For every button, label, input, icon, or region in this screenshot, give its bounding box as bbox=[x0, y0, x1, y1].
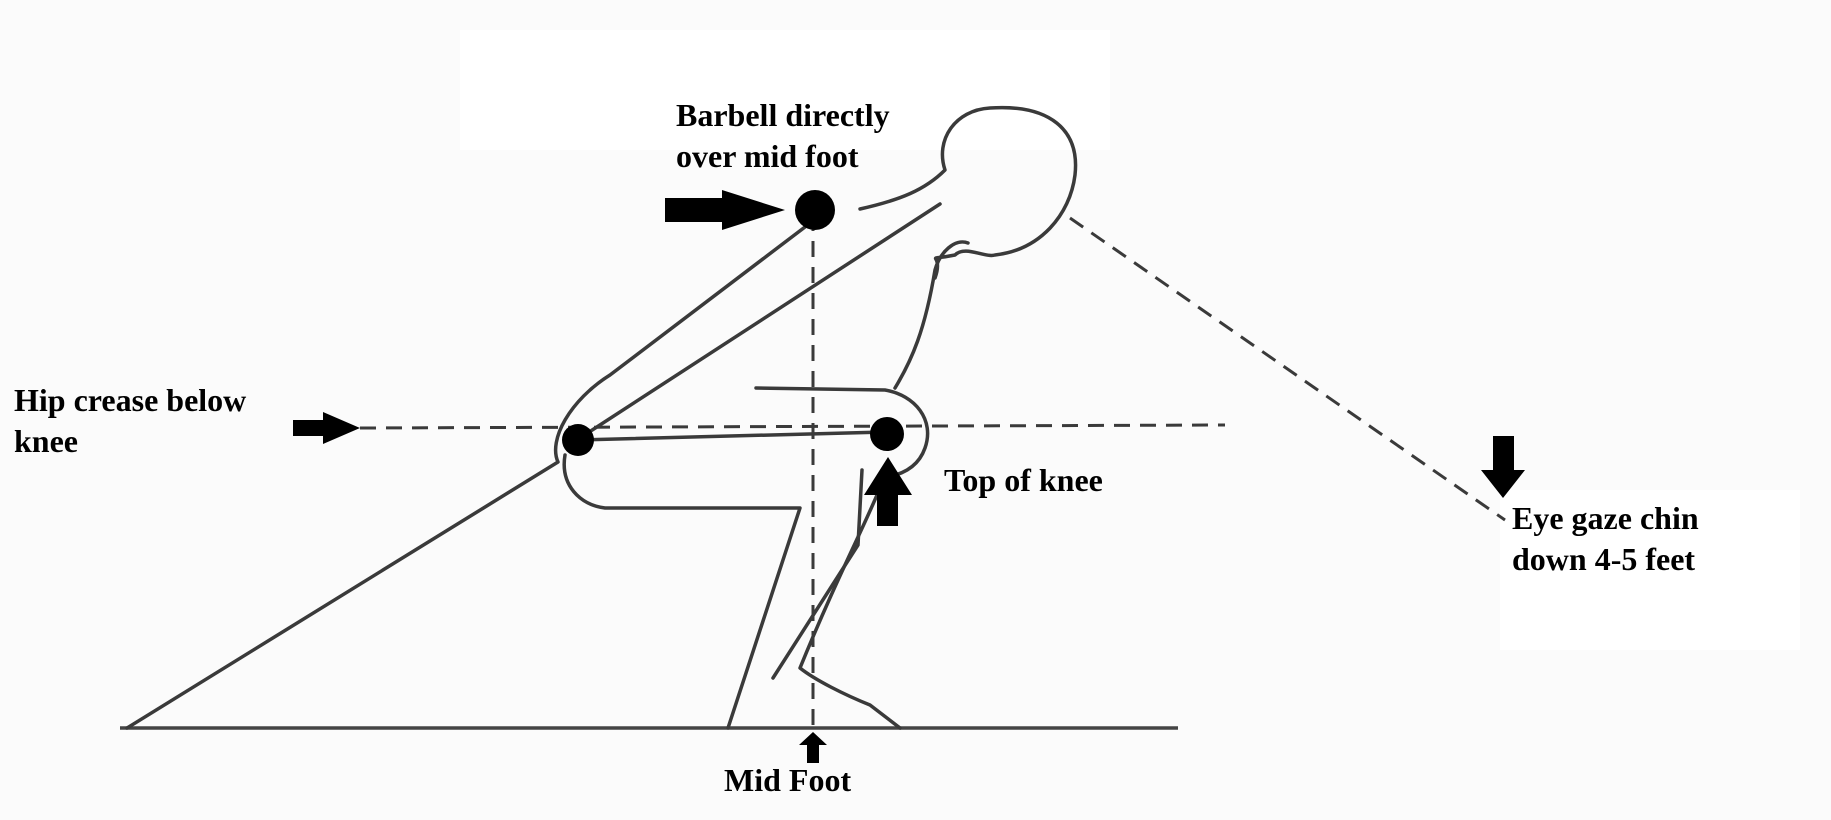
paper-patch bbox=[460, 30, 1110, 150]
barbell-label: Barbell directly over mid foot bbox=[676, 97, 890, 174]
barbell-arrow bbox=[665, 190, 785, 230]
shin-back bbox=[771, 468, 864, 680]
eye-gaze-dashed bbox=[1069, 216, 1506, 522]
hip-crease-dot bbox=[562, 424, 594, 456]
barbell-dot bbox=[795, 190, 835, 230]
head-outline bbox=[858, 105, 1078, 280]
torso-front bbox=[893, 240, 970, 390]
hip-knee-horizontal-dashed bbox=[359, 423, 1226, 430]
mid-foot-label: Mid Foot bbox=[724, 762, 852, 798]
hip-crease-label: Hip crease below knee bbox=[14, 382, 247, 459]
top-of-knee-label: Top of knee bbox=[944, 462, 1103, 498]
thigh-line bbox=[576, 430, 887, 442]
paper-patch bbox=[1500, 490, 1800, 650]
hip-curve bbox=[562, 453, 802, 730]
thigh-top bbox=[754, 386, 930, 480]
back-outline bbox=[125, 225, 807, 730]
eye-gaze-arrow bbox=[1481, 436, 1525, 498]
hip-arrow bbox=[293, 412, 360, 444]
eye-gaze-label: Eye gaze chin down 4-5 feet bbox=[1512, 500, 1699, 577]
knee-dot bbox=[870, 417, 904, 451]
midfoot-arrow bbox=[799, 732, 827, 763]
arm-line bbox=[581, 202, 942, 438]
knee-arrow bbox=[864, 457, 912, 526]
